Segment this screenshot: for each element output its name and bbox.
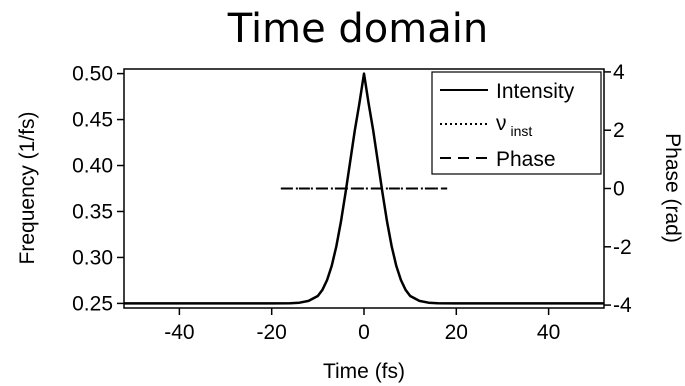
chart-title: Time domain	[227, 6, 488, 52]
ticks-layer: -40 -20 0 20 400.250.300.350.400.450.50-4-20…	[72, 61, 632, 344]
x-axis-label: Time (fs)	[323, 360, 405, 383]
legend-label-vinst-main: ν	[496, 112, 507, 135]
y2-tick-label: 0	[613, 178, 625, 201]
legend-label-phase: Phase	[496, 148, 556, 171]
series-line-intensity	[124, 72, 604, 305]
y2-tick-label: 4	[613, 61, 625, 84]
legend-label-vinst-sub: inst	[511, 123, 533, 139]
y-tick-label: 0.30	[72, 246, 113, 269]
y2-tick-label: -4	[613, 294, 632, 317]
y-tick-label: 0.45	[72, 109, 113, 132]
plot-frame	[123, 68, 605, 309]
y2-tick-label: 2	[613, 119, 625, 142]
x-tick-label: -40	[164, 321, 194, 344]
series-layer	[124, 72, 604, 305]
y-tick-label: 0.35	[72, 200, 113, 223]
legend-label-vinst: ν inst	[496, 112, 532, 139]
y-tick-label: 0.40	[72, 155, 113, 178]
legend: Intensity ν inst Phase	[431, 71, 602, 175]
y2-axis-label: Phase (rad)	[661, 133, 684, 243]
y2-tick-label: -2	[613, 236, 632, 259]
y-tick-label: 0.25	[72, 292, 113, 315]
x-tick-label: 20	[445, 321, 468, 344]
y-tick-label: 0.50	[72, 63, 113, 86]
y-axis-label: Frequency (1/fs)	[16, 112, 39, 265]
legend-label-intensity: Intensity	[496, 80, 575, 103]
x-tick-label: 40	[537, 321, 560, 344]
x-tick-label: -20	[257, 321, 287, 344]
x-tick-label: 0	[358, 321, 370, 344]
